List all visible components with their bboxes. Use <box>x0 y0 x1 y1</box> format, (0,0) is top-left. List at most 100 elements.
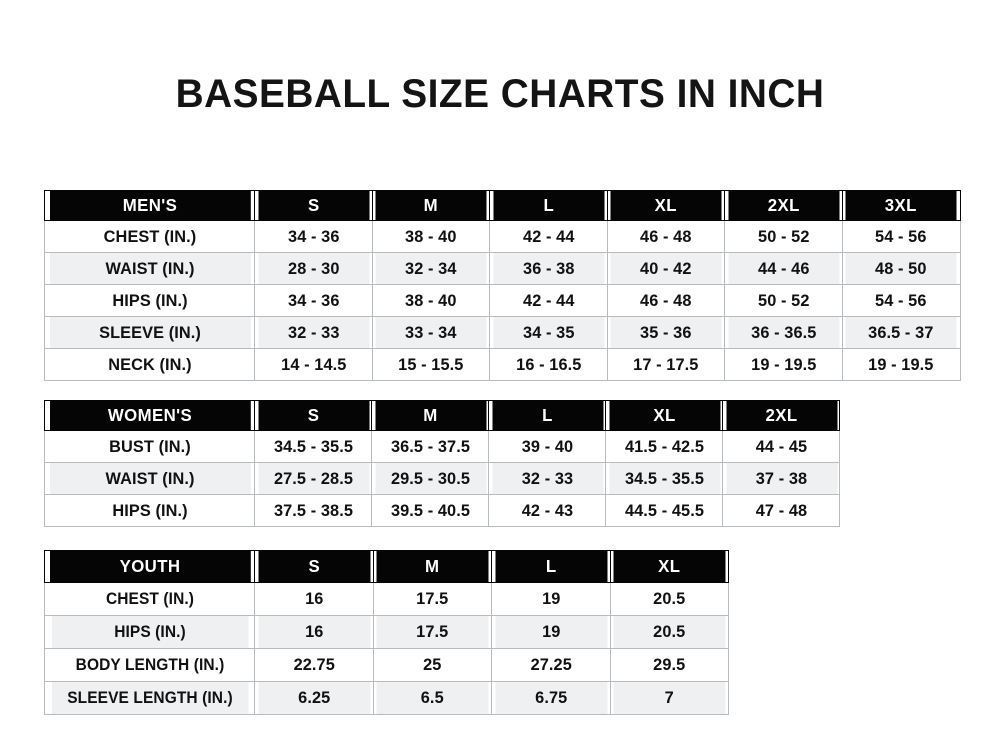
measurement-cell: 36 - 38 <box>491 252 606 285</box>
measurement-cell: 27.5 - 28.5 <box>256 462 370 495</box>
measurement-cell: 25 <box>374 648 490 682</box>
page-title: BASEBALL SIZE CHARTS IN INCH <box>175 72 825 116</box>
table-row: WAIST (IN.) 27.5 - 28.5 29.5 - 30.5 32 - 33… <box>45 462 840 495</box>
row-label: BUST (IN.) <box>48 430 251 463</box>
measurement-cell: 50 - 52 <box>726 220 841 253</box>
measurement-cell: 16 <box>256 582 372 616</box>
row-label: SLEEVE (IN.) <box>48 316 251 349</box>
measurement-cell: 34 - 36 <box>256 220 371 253</box>
measurement-cell: 6.25 <box>256 681 372 715</box>
table-row: SLEEVE (IN.) 32 - 33 33 - 34 34 - 35 35 - 36… <box>45 316 961 349</box>
header-row: YOUTH S M L XL <box>45 550 729 583</box>
mens-size-table: MEN'S S M L XL 2XL 3XL CHEST (IN.) 34 - 36 38 - … <box>44 190 961 381</box>
measurement-cell: 54 - 56 <box>844 220 959 253</box>
mens-table-title: MEN'S <box>48 190 251 221</box>
row-label: HIPS (IN.) <box>48 494 251 527</box>
row-label: WAIST (IN.) <box>48 252 251 285</box>
measurement-cell: 19 <box>493 582 609 616</box>
row-label: HIPS (IN.) <box>50 615 249 649</box>
measurement-cell: 34.5 - 35.5 <box>607 462 721 495</box>
mens-column-header-m: M <box>373 190 488 221</box>
measurement-cell: 41.5 - 42.5 <box>607 430 721 463</box>
measurement-cell: 17.5 <box>374 582 490 616</box>
measurement-cell: 20.5 <box>611 615 727 649</box>
measurement-cell: 36 - 36.5 <box>726 316 841 349</box>
measurement-cell: 19 - 19.5 <box>726 348 841 381</box>
womens-column-header-m: M <box>373 400 487 431</box>
measurement-cell: 50 - 52 <box>726 284 841 317</box>
header-row: MEN'S S M L XL 2XL 3XL <box>45 190 961 221</box>
womens-column-header-s: S <box>256 400 370 431</box>
measurement-cell: 42 - 43 <box>490 494 604 527</box>
row-label: CHEST (IN.) <box>48 220 251 253</box>
measurement-cell: 6.5 <box>374 681 490 715</box>
row-label: CHEST (IN.) <box>50 582 249 616</box>
measurement-cell: 19 <box>493 615 609 649</box>
measurement-cell: 28 - 30 <box>256 252 371 285</box>
measurement-cell: 29.5 <box>611 648 727 682</box>
womens-size-table: WOMEN'S S M L XL 2XL BUST (IN.) 34.5 - 35.5 36.… <box>44 400 840 527</box>
measurement-cell: 44 - 46 <box>726 252 841 285</box>
measurement-cell: 6.75 <box>493 681 609 715</box>
womens-table-header: WOMEN'S S M L XL 2XL <box>45 400 840 431</box>
table-row: WAIST (IN.) 28 - 30 32 - 34 36 - 38 40 - 42 4… <box>45 252 961 285</box>
womens-table-body: BUST (IN.) 34.5 - 35.5 36.5 - 37.5 39 - 40 4… <box>45 430 840 527</box>
mens-column-header-3xl: 3XL <box>844 190 959 221</box>
measurement-cell: 38 - 40 <box>373 220 488 253</box>
measurement-cell: 32 - 34 <box>373 252 488 285</box>
measurement-cell: 39.5 - 40.5 <box>373 494 487 527</box>
womens-column-header-xl: XL <box>607 400 721 431</box>
row-label: WAIST (IN.) <box>48 462 251 495</box>
table-row: HIPS (IN.) 34 - 36 38 - 40 42 - 44 46 - 48 50… <box>45 284 961 317</box>
measurement-cell: 54 - 56 <box>844 284 959 317</box>
youth-column-header-l: L <box>493 550 609 583</box>
measurement-cell: 16 <box>256 615 372 649</box>
measurement-cell: 46 - 48 <box>609 284 724 317</box>
mens-table-body: CHEST (IN.) 34 - 36 38 - 40 42 - 44 46 - 48 5… <box>45 220 961 381</box>
measurement-cell: 33 - 34 <box>373 316 488 349</box>
measurement-cell: 35 - 36 <box>609 316 724 349</box>
table-row: BUST (IN.) 34.5 - 35.5 36.5 - 37.5 39 - 40 4… <box>45 430 840 463</box>
measurement-cell: 19 - 19.5 <box>844 348 959 381</box>
measurement-cell: 29.5 - 30.5 <box>373 462 487 495</box>
measurement-cell: 20.5 <box>611 582 727 616</box>
measurement-cell: 46 - 48 <box>609 220 724 253</box>
table-row: BODY LENGTH (IN.) 22.75 25 27.25 29.5 <box>45 648 729 682</box>
measurement-cell: 34.5 - 35.5 <box>256 430 370 463</box>
youth-table-title: YOUTH <box>48 550 251 583</box>
womens-table-title: WOMEN'S <box>48 400 251 431</box>
womens-column-header-2xl: 2XL <box>724 400 838 431</box>
table-row: HIPS (IN.) 37.5 - 38.5 39.5 - 40.5 42 - 43 4… <box>45 494 840 527</box>
youth-table-header: YOUTH S M L XL <box>45 550 729 583</box>
row-label: HIPS (IN.) <box>48 284 251 317</box>
measurement-cell: 37.5 - 38.5 <box>256 494 370 527</box>
measurement-cell: 39 - 40 <box>490 430 604 463</box>
measurement-cell: 15 - 15.5 <box>373 348 488 381</box>
table-row: NECK (IN.) 14 - 14.5 15 - 15.5 16 - 16.5 17 … <box>45 348 961 381</box>
table-row: CHEST (IN.) 16 17.5 19 20.5 <box>45 582 729 616</box>
mens-column-header-s: S <box>256 190 371 221</box>
measurement-cell: 42 - 44 <box>491 284 606 317</box>
table-row: SLEEVE LENGTH (IN.) 6.25 6.5 6.75 7 <box>45 681 729 715</box>
measurement-cell: 22.75 <box>256 648 372 682</box>
measurement-cell: 48 - 50 <box>844 252 959 285</box>
measurement-cell: 17.5 <box>374 615 490 649</box>
measurement-cell: 16 - 16.5 <box>491 348 606 381</box>
measurement-cell: 32 - 33 <box>256 316 371 349</box>
measurement-cell: 34 - 35 <box>491 316 606 349</box>
measurement-cell: 42 - 44 <box>491 220 606 253</box>
youth-column-header-xl: XL <box>611 550 727 583</box>
mens-column-header-xl: XL <box>609 190 724 221</box>
measurement-cell: 44 - 45 <box>724 430 838 463</box>
row-label: BODY LENGTH (IN.) <box>50 648 249 682</box>
measurement-cell: 14 - 14.5 <box>256 348 371 381</box>
measurement-cell: 27.25 <box>493 648 609 682</box>
row-label: NECK (IN.) <box>48 348 251 381</box>
measurement-cell: 47 - 48 <box>724 494 838 527</box>
measurement-cell: 37 - 38 <box>724 462 838 495</box>
measurement-cell: 36.5 - 37.5 <box>373 430 487 463</box>
womens-column-header-l: L <box>490 400 604 431</box>
measurement-cell: 7 <box>611 681 727 715</box>
measurement-cell: 32 - 33 <box>490 462 604 495</box>
